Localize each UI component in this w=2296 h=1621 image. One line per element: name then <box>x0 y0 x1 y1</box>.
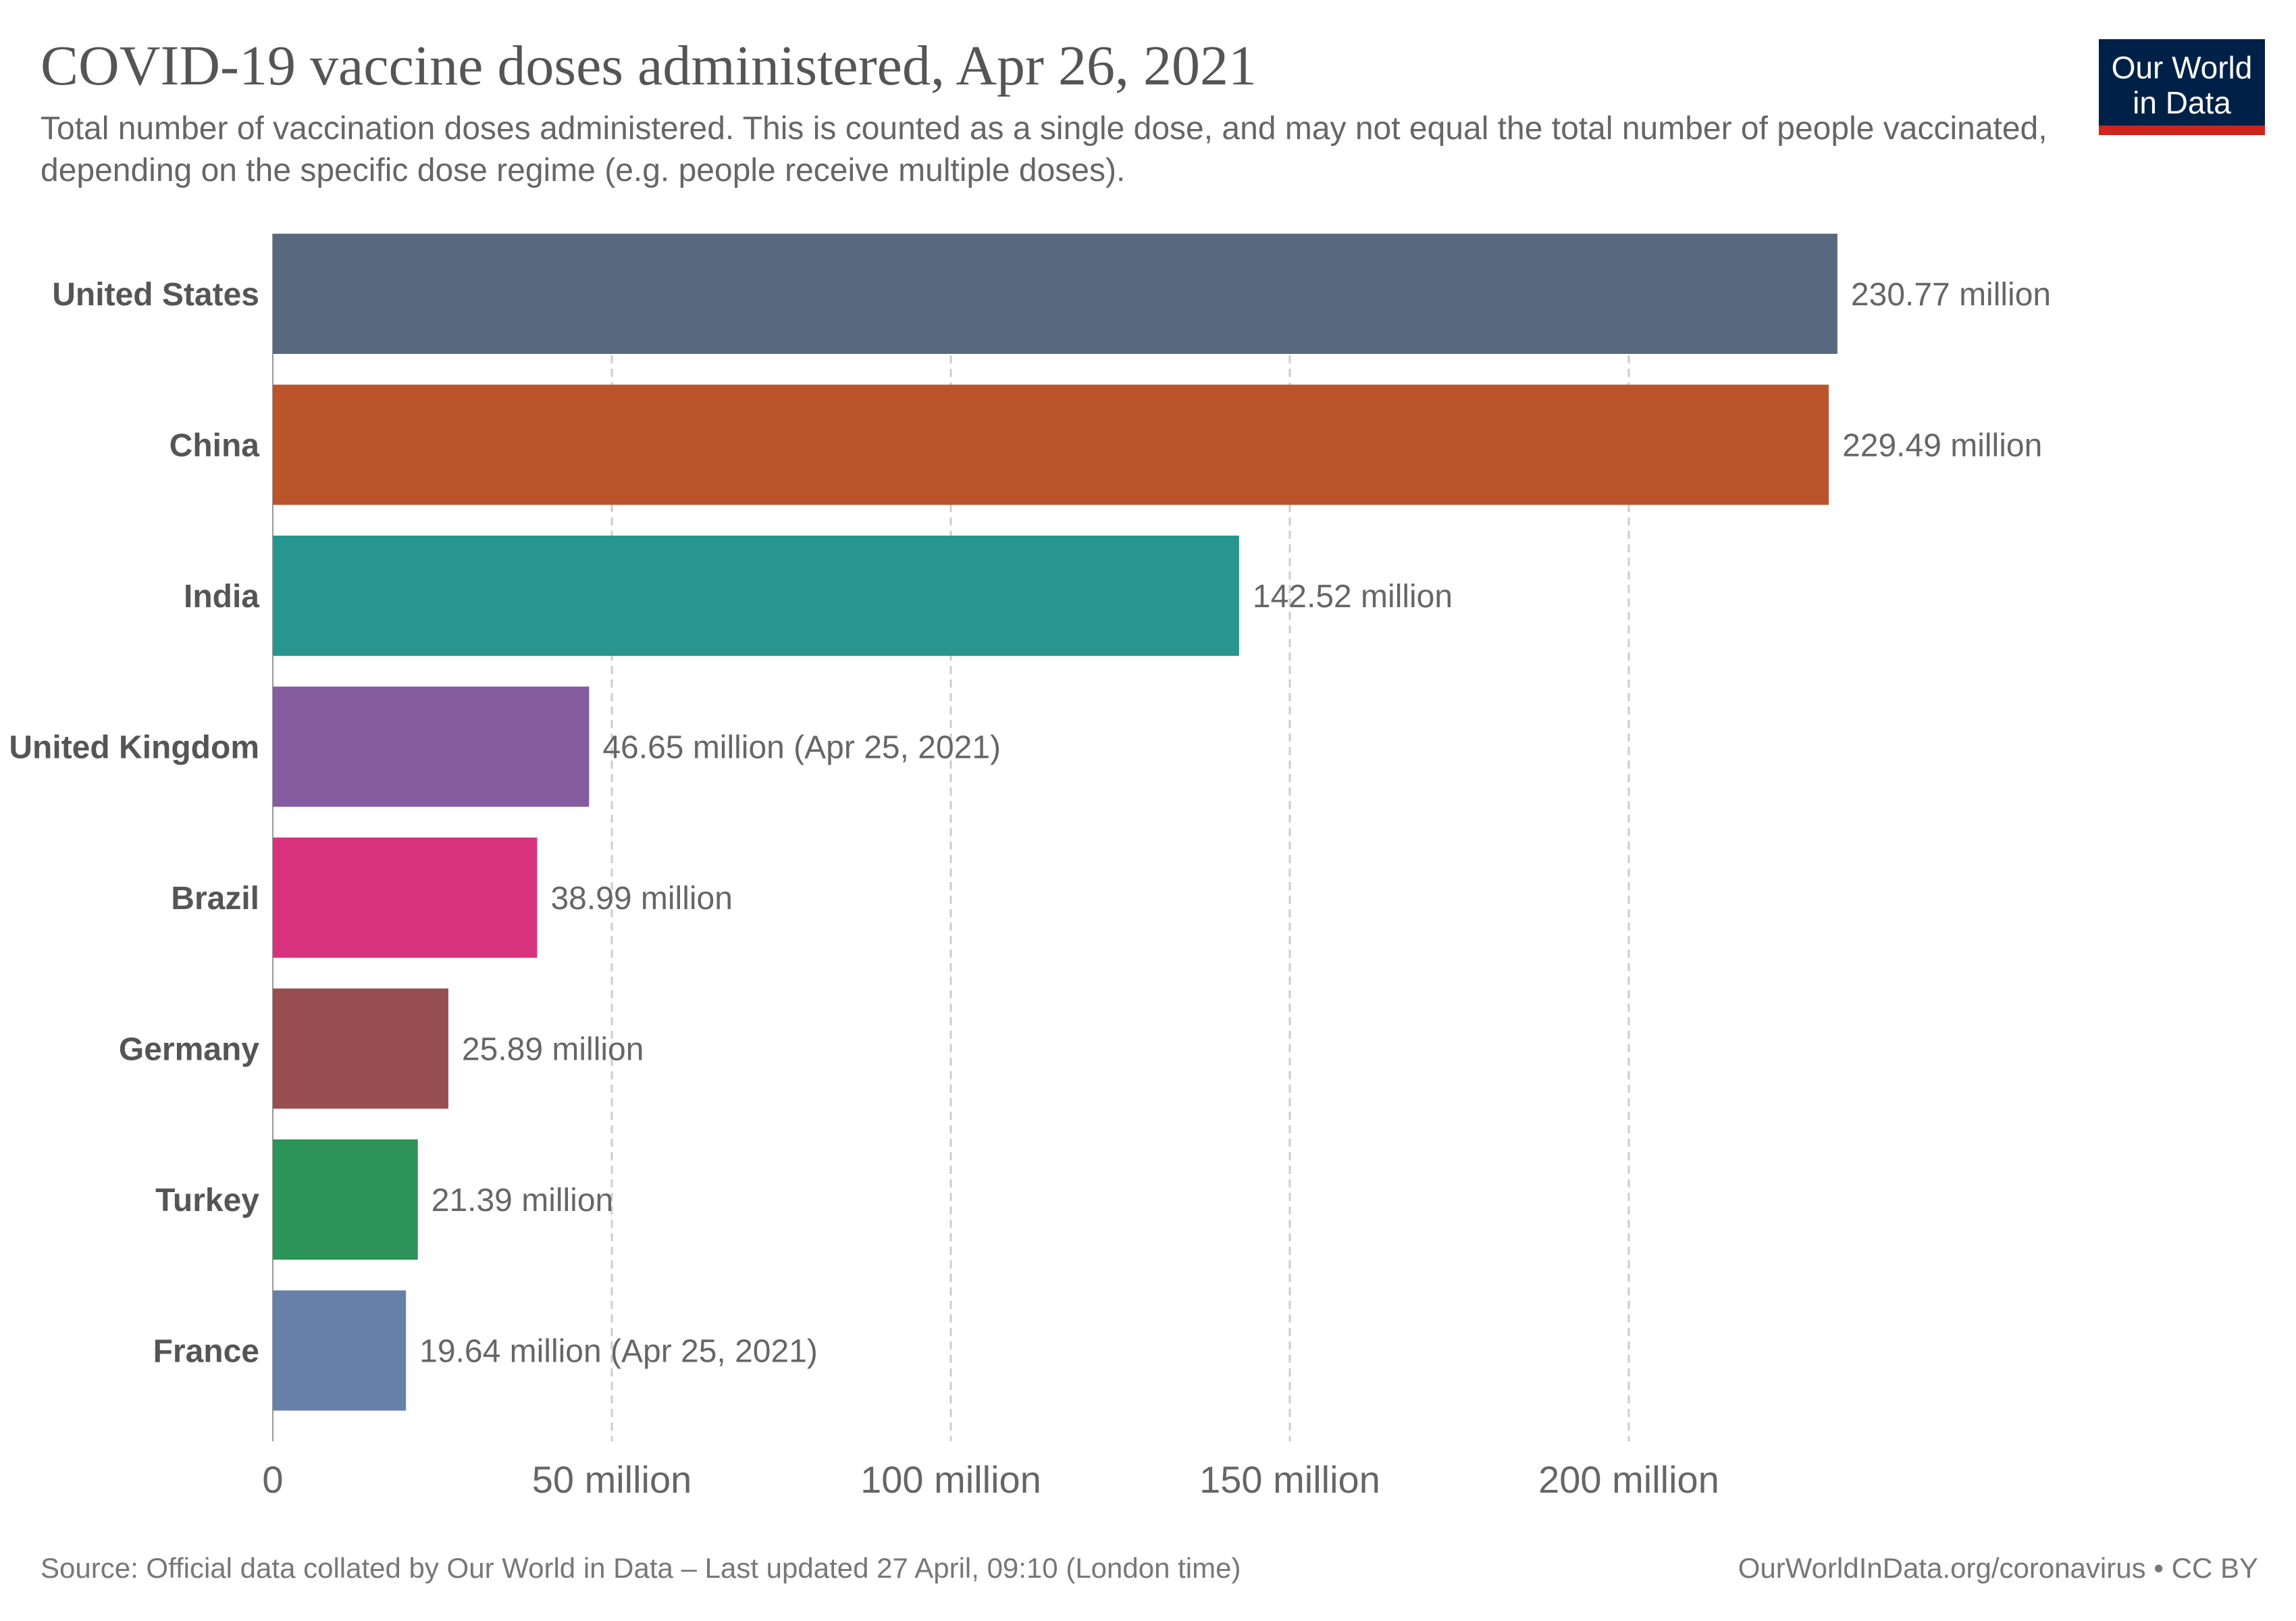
category-label: France <box>153 1334 259 1370</box>
bar-united-states[interactable] <box>273 234 1837 354</box>
x-tick-label: 0 <box>262 1458 283 1501</box>
logo-line-1: Our World <box>2111 50 2253 85</box>
value-label: 230.77 million <box>1851 277 2051 313</box>
value-label: 142.52 million <box>1253 579 1453 615</box>
bar-brazil[interactable] <box>273 838 538 958</box>
bar-germany[interactable] <box>273 988 448 1109</box>
category-label: Turkey <box>155 1183 259 1218</box>
bar-turkey[interactable] <box>273 1139 418 1260</box>
value-label: 46.65 million (Apr 25, 2021) <box>602 730 1001 766</box>
category-label: United States <box>52 277 259 313</box>
x-tick-label: 200 million <box>1538 1458 1719 1501</box>
x-tick-label: 150 million <box>1199 1458 1380 1501</box>
bar-france[interactable] <box>273 1290 407 1411</box>
chart-title: COVID-19 vaccine doses administered, Apr… <box>41 34 1257 97</box>
category-label: United Kingdom <box>9 730 259 766</box>
x-tick-label: 50 million <box>532 1458 692 1501</box>
bar-china[interactable] <box>273 384 1829 505</box>
value-label: 25.89 million <box>462 1032 644 1068</box>
owid-logo[interactable]: Our World in Data <box>2099 39 2265 135</box>
value-label: 38.99 million <box>550 881 732 917</box>
bar-united-kingdom[interactable] <box>273 686 590 807</box>
category-label: Germany <box>119 1032 259 1068</box>
value-label: 229.49 million <box>1842 428 2042 464</box>
x-axis: 0 50 million 100 million 150 million 200 mil… <box>262 1458 1719 1501</box>
source-note: Source: Official data collated by Our Wo… <box>41 1552 1241 1584</box>
logo-line-2: in Data <box>2133 85 2231 120</box>
logo-accent-bar <box>2099 126 2265 135</box>
chart-subtitle: Total number of vaccination doses admini… <box>41 111 2047 188</box>
source-link[interactable]: OurWorldInData.org/coronavirus • CC BY <box>1738 1552 2258 1584</box>
bar-india[interactable] <box>273 536 1239 656</box>
category-label: Brazil <box>171 881 259 917</box>
x-tick-label: 100 million <box>860 1458 1041 1501</box>
category-label: China <box>169 428 260 464</box>
bars <box>273 234 1837 1411</box>
value-label: 19.64 million (Apr 25, 2021) <box>419 1334 818 1370</box>
labels: United States 230.77 million China 229.49 m… <box>9 277 2051 1370</box>
value-label: 21.39 million <box>432 1183 613 1218</box>
category-label: India <box>184 579 259 615</box>
